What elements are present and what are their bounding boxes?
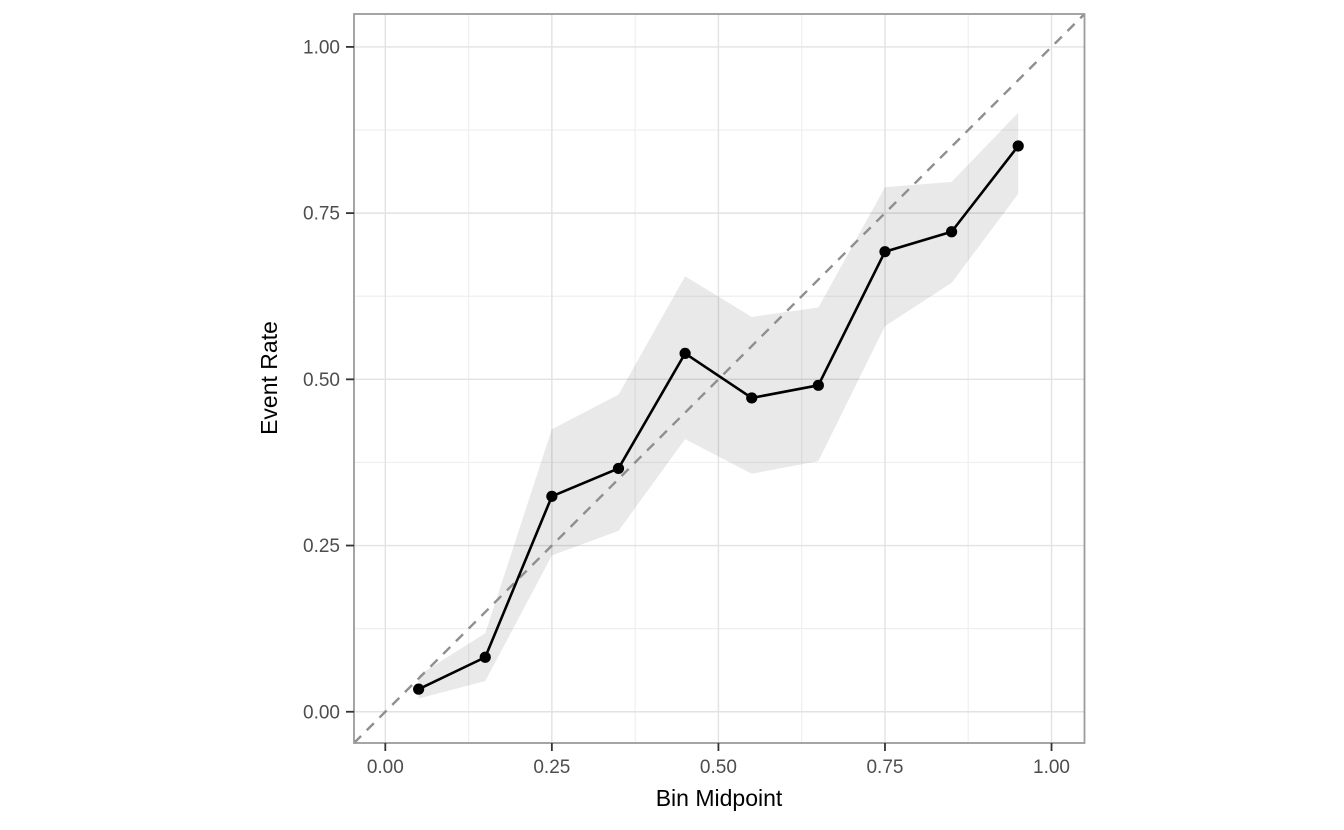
data-point — [612, 462, 625, 475]
y-tick-label: 0.25 — [303, 536, 340, 557]
data-point — [679, 347, 691, 360]
event-rate-polyline — [418, 145, 1020, 691]
y-tick-label: 0.75 — [303, 204, 340, 225]
y-axis-tick-labels: 0.00 0.25 0.50 0.75 1.00 — [303, 37, 340, 723]
data-point — [413, 683, 425, 695]
data-point — [1012, 140, 1024, 152]
data-point — [546, 490, 558, 502]
y-axis-title: Event Rate — [256, 321, 282, 435]
x-tick-label: 0.50 — [700, 757, 737, 778]
y-tick-label: 1.00 — [303, 37, 340, 58]
y-tick-label: 0.50 — [303, 370, 340, 391]
confidence-band — [418, 112, 1019, 699]
plot-panel — [354, 14, 1085, 743]
x-axis-tick-labels: 0.00 0.25 0.50 0.75 1.00 — [367, 757, 1070, 778]
grid-minor — [354, 14, 1085, 743]
x-tick-label: 1.00 — [1033, 757, 1070, 778]
data-points — [413, 140, 1024, 695]
x-axis-title: Bin Midpoint — [656, 785, 783, 811]
data-point — [812, 379, 824, 391]
grid-major — [354, 14, 1085, 743]
data-point — [479, 651, 491, 663]
data-point — [746, 392, 758, 404]
x-tick-label: 0.75 — [866, 757, 903, 778]
axis-ticks — [346, 46, 1053, 751]
x-tick-label: 0.25 — [533, 757, 570, 778]
confidence-ribbon — [418, 112, 1019, 699]
x-tick-label: 0.00 — [367, 757, 404, 778]
data-point — [879, 246, 891, 258]
data-point — [945, 226, 958, 238]
y-tick-label: 0.00 — [303, 702, 340, 723]
event-rate-line — [418, 145, 1020, 691]
